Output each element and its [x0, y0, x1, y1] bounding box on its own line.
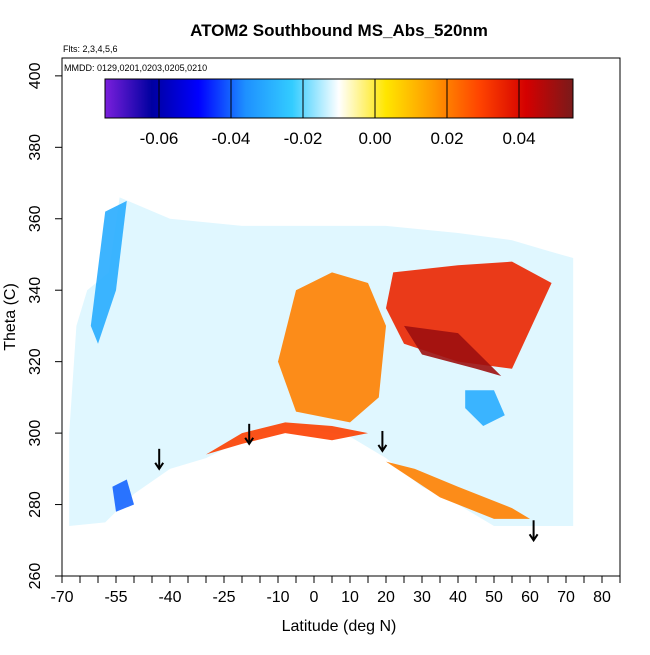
y-tick-label: 340 [27, 277, 44, 304]
x-tick-label: 80 [593, 589, 611, 606]
y-tick-label: 380 [27, 134, 44, 161]
y-tick-label: 300 [27, 420, 44, 447]
colorbar: -0.06 -0.04 -0.02 0.00 0.02 0.04 [104, 78, 574, 148]
heatmap-feature [465, 390, 505, 426]
heatmap-feature [278, 272, 386, 423]
x-axis: -70 -55 -40 -25 -10 0 10 20 30 40 50 60 70 80 [50, 576, 621, 606]
dates-annotation: MMDD: 0129,0201,0203,0205,0210 [64, 63, 207, 73]
colorbar-gradient [104, 78, 574, 119]
y-tick-label: 320 [27, 348, 44, 375]
y-tick-label: 260 [27, 563, 44, 590]
heatmap-feature [112, 479, 134, 512]
x-tick-label: 40 [449, 589, 467, 606]
x-tick-label: 10 [341, 589, 359, 606]
heatmap-feature [206, 422, 368, 455]
x-tick-label: 0 [310, 589, 319, 606]
tropopause-arrow [528, 520, 539, 543]
y-axis-label: Theta (C) [2, 283, 19, 351]
heatmap-feature [90, 200, 127, 344]
colorbar-tick-label: 0.02 [430, 129, 463, 148]
x-tick-label: 30 [413, 589, 431, 606]
tropopause-arrow [154, 448, 165, 471]
x-tick-label: 70 [557, 589, 575, 606]
colorbar-tick-label: 0.00 [358, 129, 391, 148]
colorbar-tick-label: -0.02 [284, 129, 323, 148]
y-axis: 260 280 300 320 340 360 380 400 [27, 62, 62, 589]
tropopause-arrows [154, 423, 539, 543]
tropopause-arrow [377, 430, 388, 453]
x-tick-label: -40 [158, 589, 181, 606]
colorbar-tick-label: -0.04 [212, 129, 251, 148]
y-tick-label: 360 [27, 205, 44, 232]
x-tick-label: -10 [266, 589, 289, 606]
heatmap-layer [69, 197, 574, 526]
colorbar-tick-label: -0.06 [140, 129, 179, 148]
plot-frame [61, 57, 621, 577]
chart-title: ATOM2 Southbound MS_Abs_520nm [190, 21, 488, 40]
x-axis-label: Latitude (deg N) [282, 618, 397, 635]
x-tick-label: 20 [377, 589, 395, 606]
x-tick-label: -25 [212, 589, 235, 606]
heatmap-feature [386, 461, 530, 519]
x-tick-label: -70 [50, 589, 73, 606]
x-tick-label: 60 [521, 589, 539, 606]
x-tick-label: 50 [485, 589, 503, 606]
y-tick-label: 400 [27, 62, 44, 89]
y-tick-label: 280 [27, 491, 44, 518]
colorbar-tick-label: 0.04 [502, 129, 535, 148]
flights-annotation: Flts: 2,3,4,5,6 [63, 44, 118, 54]
heatmap-feature [404, 325, 502, 376]
x-tick-label: -55 [104, 589, 127, 606]
tropopause-arrow [244, 423, 255, 446]
